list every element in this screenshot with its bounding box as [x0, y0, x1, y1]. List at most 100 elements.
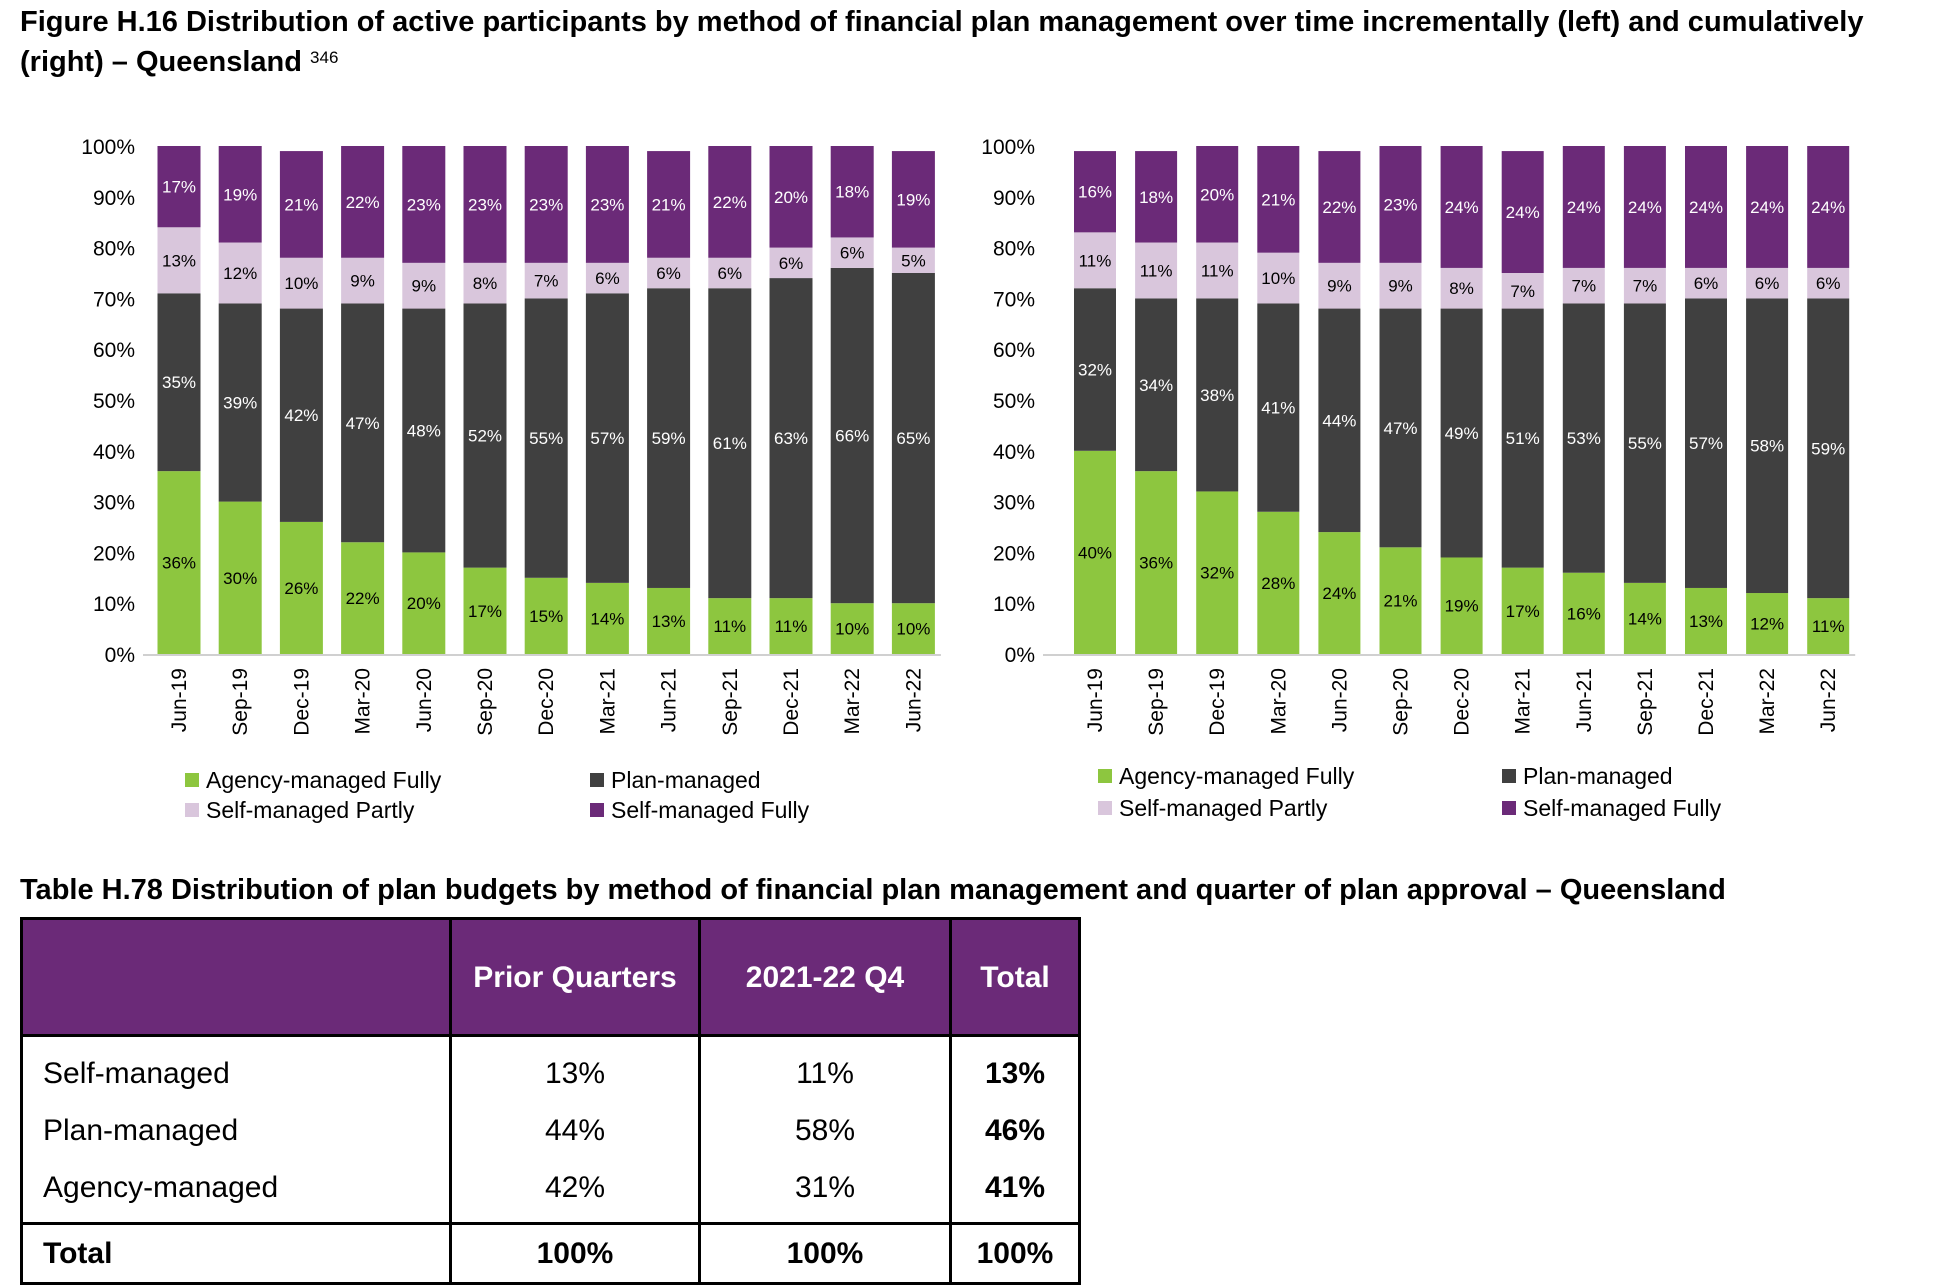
data-label: 6%	[840, 244, 865, 263]
y-tick-label: 90%	[93, 187, 135, 210]
bar-segment-self-managed-partly	[1623, 267, 1666, 304]
bar-segment-plan-managed	[1379, 308, 1422, 548]
data-label: 19%	[896, 190, 930, 209]
bar-segment-self-managed-partly	[341, 257, 385, 304]
legend-swatch-self-managed-partly	[1098, 801, 1112, 815]
data-label: 21%	[1261, 190, 1295, 209]
data-label: 26%	[284, 579, 318, 598]
data-label: 53%	[1567, 429, 1601, 448]
data-label: 47%	[346, 414, 380, 433]
data-label: 10%	[835, 620, 869, 639]
cell-q4: 100%	[698, 1222, 952, 1285]
data-label: 15%	[529, 607, 563, 626]
bar-segment-agency-managed-fully	[1074, 450, 1116, 654]
data-label: 8%	[1449, 279, 1474, 298]
data-label: 13%	[1689, 612, 1723, 631]
bar-segment-self-managed-fully	[341, 146, 385, 258]
x-tick-label: Jun-20	[1328, 668, 1351, 732]
data-label: 17%	[162, 178, 196, 197]
x-tick-label: Mar-22	[841, 668, 864, 735]
row-label: Agency-managed	[20, 1159, 452, 1224]
data-label: 22%	[346, 193, 380, 212]
bar-segment-self-managed-fully	[1440, 146, 1483, 268]
cell-prior: 13%	[449, 1035, 701, 1102]
table-total-row: Total 100% 100% 100%	[20, 1222, 1081, 1285]
bar-segment-self-managed-partly	[1257, 252, 1300, 304]
table-title: Table H.78 Distribution of plan budgets …	[20, 874, 1726, 906]
bar-segment-plan-managed	[647, 288, 691, 588]
x-tick-label: Mar-21	[596, 668, 619, 735]
bar-segment-self-managed-partly	[585, 262, 629, 294]
bar-segment-plan-managed	[891, 273, 935, 604]
bar-segment-self-managed-partly	[1440, 267, 1483, 309]
table-header-empty	[20, 917, 452, 1037]
y-tick-label: 0%	[1005, 644, 1035, 667]
data-label: 30%	[223, 569, 257, 588]
bar-segment-self-managed-partly	[1135, 242, 1178, 299]
data-label: 55%	[529, 429, 563, 448]
data-label: 19%	[1445, 597, 1479, 616]
x-tick-label: Jun-20	[413, 668, 436, 732]
bar-segment-plan-managed	[218, 303, 262, 502]
bar-segment-agency-managed-fully	[1562, 572, 1605, 654]
y-tick-label: 90%	[993, 187, 1035, 210]
bar-segment-self-managed-partly	[1746, 267, 1789, 299]
bar-segment-agency-managed-fully	[830, 603, 874, 654]
bar-segment-agency-managed-fully	[1807, 598, 1850, 654]
table-row: Self-managed 13% 11% 13%	[20, 1035, 1081, 1102]
bar-segment-agency-managed-fully	[1135, 471, 1178, 654]
data-label: 35%	[162, 373, 196, 392]
bar-segment-self-managed-fully	[157, 146, 201, 228]
bar-segment-agency-managed-fully	[1379, 547, 1422, 654]
data-label: 8%	[473, 274, 498, 293]
bar-segment-self-managed-partly	[402, 262, 446, 309]
bar-segment-self-managed-fully	[1135, 151, 1178, 243]
y-tick-label: 40%	[993, 441, 1035, 464]
row-label: Self-managed	[20, 1035, 452, 1102]
data-label: 47%	[1383, 419, 1417, 438]
bar-segment-agency-managed-fully	[585, 582, 629, 654]
data-label: 59%	[652, 429, 686, 448]
bar-segment-plan-managed	[1135, 298, 1178, 472]
data-label: 49%	[1445, 424, 1479, 443]
data-label: 61%	[713, 434, 747, 453]
y-tick-label: 50%	[93, 390, 135, 413]
data-label: 16%	[1078, 183, 1112, 202]
bar-segment-plan-managed	[1196, 298, 1239, 492]
figure-title: Figure H.16 Distribution of active parti…	[20, 2, 1940, 82]
data-label: 17%	[1506, 602, 1540, 621]
bar-segment-plan-managed	[157, 293, 201, 472]
bar-segment-plan-managed	[402, 308, 446, 553]
y-tick-label: 30%	[993, 492, 1035, 515]
bar-segment-self-managed-partly	[1379, 262, 1422, 309]
cell-total: 100%	[949, 1222, 1081, 1285]
data-label: 11%	[775, 617, 808, 636]
data-label: 6%	[1755, 274, 1780, 293]
bar-segment-agency-managed-fully	[157, 471, 201, 654]
data-label: 11%	[1812, 617, 1845, 636]
data-label: 17%	[468, 602, 502, 621]
data-label: 6%	[1816, 274, 1841, 293]
data-label: 44%	[1322, 411, 1356, 430]
data-label: 63%	[774, 429, 808, 448]
data-label: 59%	[1811, 439, 1845, 458]
bar-segment-agency-managed-fully	[1501, 567, 1544, 654]
bar-segment-self-managed-fully	[708, 146, 752, 258]
bar-segment-self-managed-fully	[585, 146, 629, 263]
bar-segment-plan-managed	[1257, 303, 1300, 512]
y-tick-label: 10%	[93, 593, 135, 616]
x-tick-label: Jun-21	[1573, 668, 1596, 732]
data-label: 22%	[346, 589, 380, 608]
figure-title-text: Figure H.16 Distribution of active parti…	[20, 6, 1864, 78]
bar-segment-self-managed-partly	[157, 227, 201, 294]
y-tick-label: 10%	[993, 593, 1035, 616]
bar-segment-agency-managed-fully	[341, 542, 385, 654]
bar-segment-self-managed-partly	[1807, 267, 1850, 299]
table-row: Agency-managed 42% 31% 41%	[20, 1159, 1081, 1224]
legend-label: Plan-managed	[1523, 763, 1673, 789]
bar-segment-self-managed-partly	[1318, 262, 1361, 309]
data-label: 7%	[1633, 277, 1658, 296]
bar-segment-agency-managed-fully	[1623, 582, 1666, 654]
cell-prior: 44%	[449, 1102, 701, 1159]
bar-segment-agency-managed-fully	[891, 603, 935, 654]
